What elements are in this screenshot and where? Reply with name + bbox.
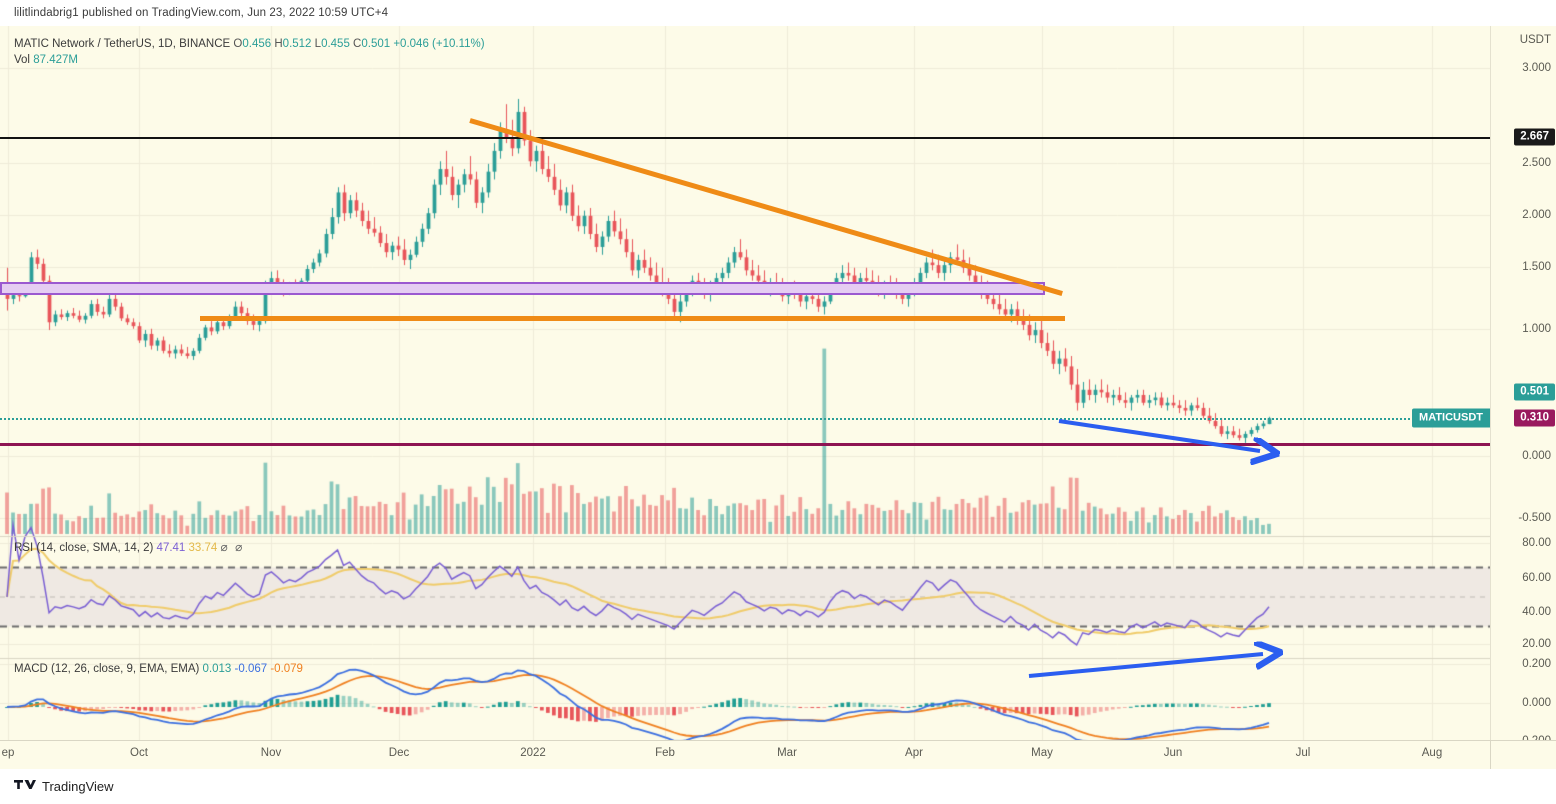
price-tick-0000: 0.000 [1522, 450, 1551, 462]
chart-container[interactable]: MATICUSDT USDT 3.000 2.500 2.000 1.500 1… [0, 26, 1556, 762]
tradingview-footer[interactable]: TradingView [14, 778, 114, 794]
price-tick-3000: 3.000 [1522, 62, 1551, 74]
price-tick-2000: 2.000 [1522, 209, 1551, 221]
rsi-legend[interactable]: RSI (14, close, SMA, 14, 2) 47.41 33.74 … [14, 540, 244, 556]
price-tick-n0500: -0.500 [1518, 512, 1551, 524]
rsi-sma-value: 33.74 [188, 542, 218, 554]
ohlc-high: 0.512 [282, 38, 312, 50]
ohlc-low-label: L [314, 38, 322, 50]
time-label-2022: 2022 [520, 747, 546, 759]
time-label-feb: Feb [655, 747, 675, 759]
time-scale[interactable]: ep Oct Nov Dec 2022 Feb Mar Apr May Jun … [0, 740, 1556, 769]
last-price-tag: 0.501 [1514, 383, 1555, 401]
price-change-pct: (+10.11%) [432, 38, 485, 50]
rsi-tick-80: 80.00 [1522, 537, 1551, 549]
macd-tick-00: 0.000 [1522, 697, 1551, 709]
resistance-tag: 2.667 [1514, 128, 1555, 146]
price-scale[interactable]: USDT 3.000 2.500 2.000 1.500 1.000 0.000… [1490, 26, 1556, 762]
rsi-value: 47.41 [156, 542, 186, 554]
ohlc-open: 0.456 [242, 38, 272, 50]
ohlc-high-label: H [274, 38, 283, 50]
volume-value: 87.427M [33, 54, 78, 66]
time-label-nov: Nov [260, 747, 282, 759]
rsi-tick-40: 40.00 [1522, 606, 1551, 618]
currency-label: USDT [1519, 34, 1551, 46]
volume-legend[interactable]: Vol 87.427M [14, 53, 78, 68]
tradingview-logo-icon [14, 778, 36, 794]
time-label-dec: Dec [388, 747, 410, 759]
time-label-sep: ep [1, 747, 15, 759]
symbol-price-flag: MATICUSDT [1412, 408, 1490, 428]
rsi-uptrend-arrow[interactable] [1025, 631, 1295, 686]
ohlc-low: 0.455 [321, 38, 350, 50]
price-tick-1000: 1.000 [1522, 323, 1551, 335]
rsi-tick-60: 60.00 [1522, 572, 1551, 584]
main-legend[interactable]: MATIC Network / TetherUS, 1D, BINANCE O0… [14, 37, 485, 52]
time-label-apr: Apr [905, 747, 923, 759]
tv-mark-svg [14, 780, 36, 789]
time-label-jul: Jul [1295, 747, 1311, 759]
time-label-aug: Aug [1421, 747, 1443, 759]
price-tick-2500: 2.500 [1522, 157, 1551, 169]
price-change: +0.046 [393, 38, 429, 50]
rsi-tick-20: 20.00 [1522, 638, 1551, 650]
plot-area[interactable]: MATICUSDT [0, 26, 1490, 762]
support-tag: 0.310 [1514, 409, 1555, 427]
time-label-oct: Oct [130, 747, 148, 759]
publish-credit: lilitlindabrig1 published on TradingView… [14, 7, 389, 19]
price-tick-1500: 1.500 [1522, 261, 1551, 273]
volume-label: Vol [14, 54, 30, 66]
macd-hist-value: 0.013 [202, 663, 232, 675]
chart-canvas[interactable] [0, 26, 1490, 762]
orange-support-line[interactable] [200, 316, 1065, 321]
macd-title: MACD (12, 26, close, 9, EMA, EMA) [14, 663, 200, 675]
macd-legend[interactable]: MACD (12, 26, close, 9, EMA, EMA) 0.013 … [14, 662, 303, 677]
time-label-may: May [1031, 747, 1053, 759]
ohlc-close: 0.501 [361, 38, 391, 50]
tradingview-logo-text: TradingView [42, 778, 114, 794]
rsi-visibility-icon[interactable]: ⌀ ⌀ [220, 540, 245, 554]
ohlc-close-label: C [353, 38, 362, 50]
purple-resistance-zone[interactable] [0, 282, 1045, 295]
symbol-title: MATIC Network / TetherUS, 1D, BINANCE [14, 38, 231, 50]
price-downtrend-arrow[interactable] [1055, 411, 1295, 471]
last-price-line [0, 418, 1490, 420]
macd-signal-value: -0.079 [270, 663, 303, 675]
macd-tick-02: 0.200 [1522, 658, 1551, 670]
support-line-0310 [0, 443, 1490, 446]
resistance-line-2667 [0, 137, 1490, 139]
timescale-divider [1490, 741, 1491, 769]
rsi-title: RSI (14, close, SMA, 14, 2) [14, 542, 154, 554]
macd-line-value: -0.067 [234, 663, 268, 675]
time-label-mar: Mar [777, 747, 797, 759]
ohlc-open-label: O [233, 38, 243, 50]
time-label-jun: Jun [1163, 747, 1183, 759]
